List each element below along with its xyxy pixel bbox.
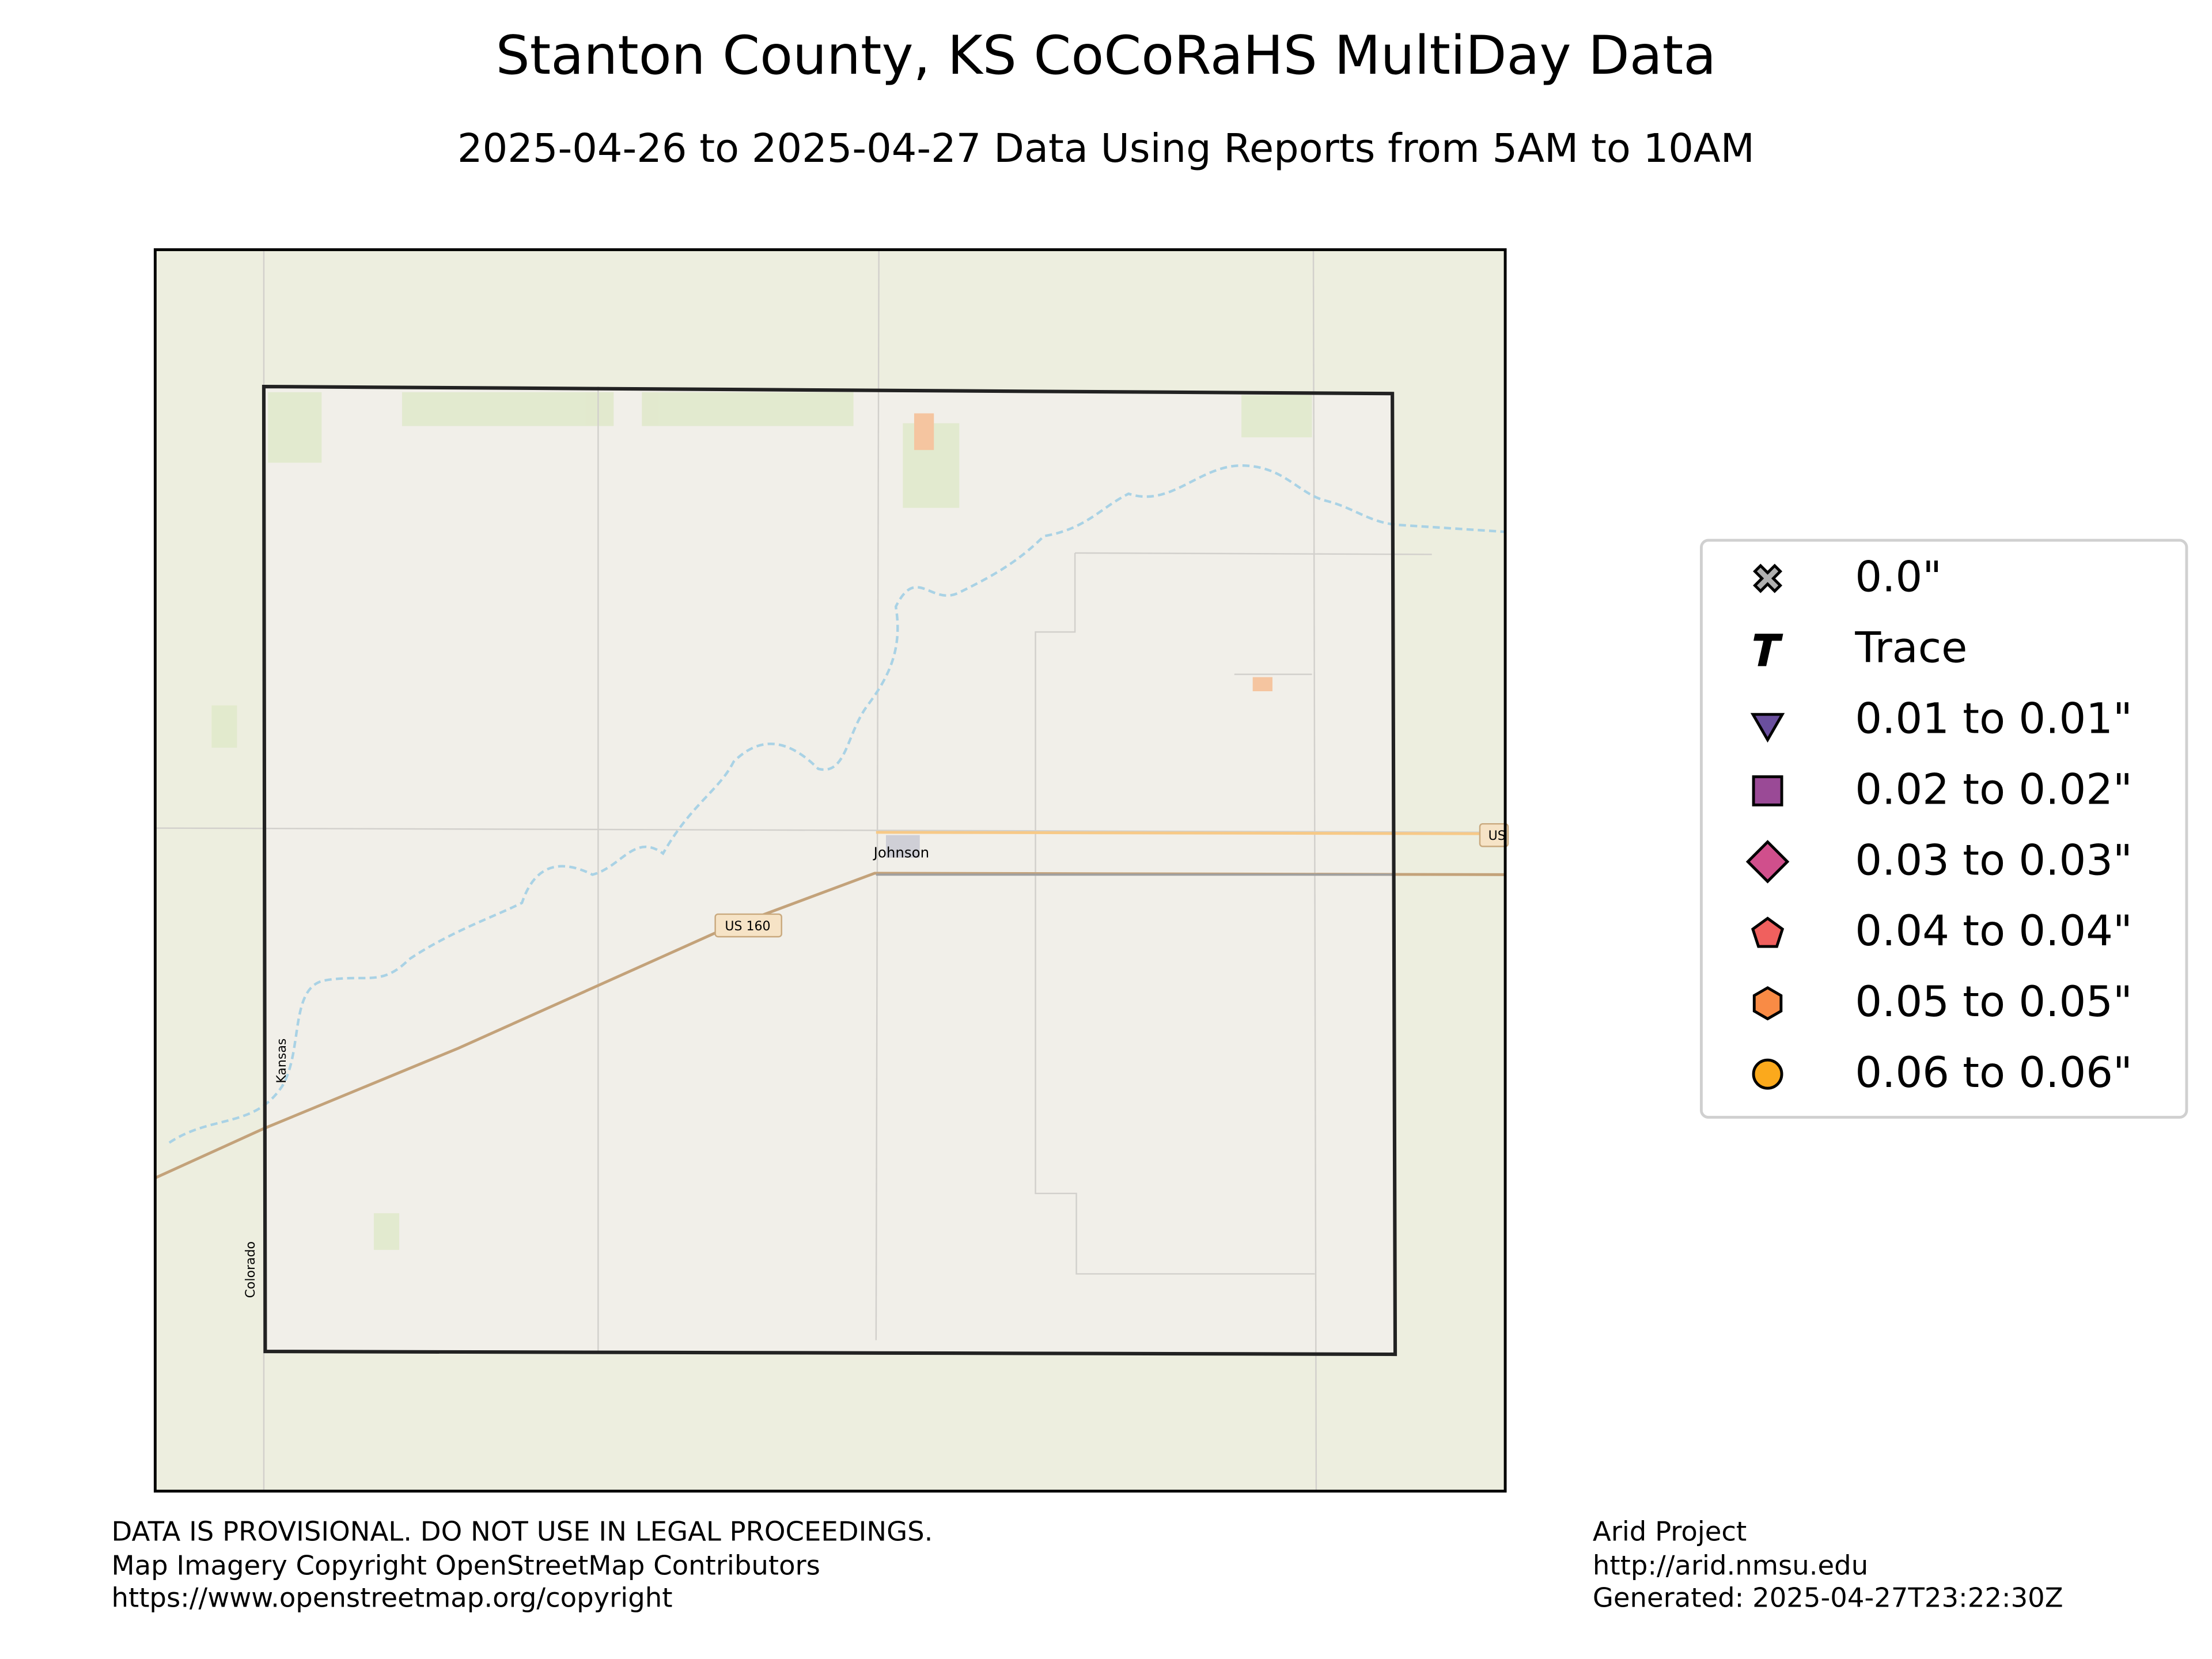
county-fill (263, 387, 1396, 1355)
legend-marker (1753, 634, 1783, 666)
title: Stanton County, KS CoCoRaHS MultiDay Dat… (496, 24, 1717, 86)
legend-label: 0.0" (1855, 553, 1942, 602)
legend-label: 0.03 to 0.03" (1855, 836, 2132, 885)
town-label: Johnson (873, 844, 929, 861)
state-label: Colorado (244, 1241, 258, 1298)
highway-shield (1479, 823, 1509, 847)
map: Johnson US 160 US Kansas Colorado (153, 248, 1509, 1493)
legend-label: 0.04 to 0.04" (1855, 907, 2132, 956)
state-label: Kansas (275, 1039, 289, 1084)
feature (1252, 677, 1272, 691)
footer-left: DATA IS PROVISIONAL. DO NOT USE IN LEGAL… (111, 1516, 933, 1547)
legend-label: Trace (1854, 623, 1967, 672)
footer-right: Arid Project (1593, 1516, 1747, 1547)
highway-shield (714, 913, 782, 938)
legend-marker (1753, 563, 1783, 593)
highway-us160 (154, 872, 1506, 1180)
vegetation (211, 392, 1312, 1250)
highway-label: US 160 (725, 919, 770, 934)
legend: 0.0" Trace 0.01 to 0.01" 0.02 to 0.02" 0.03 … (1745, 553, 2133, 1097)
subtitle: 2025-04-26 to 2025-04-27 Data Using Repo… (457, 126, 1755, 172)
legend-marker (1751, 916, 1785, 948)
legend-box (1700, 539, 2188, 1119)
highway-label-edge: US (1488, 829, 1506, 843)
legend-label: 0.01 to 0.01" (1855, 694, 2132, 743)
legend-marker (1745, 840, 1790, 884)
footer-left: Map Imagery Copyright OpenStreetMap Cont… (111, 1550, 820, 1581)
legend-marker (1752, 1058, 1783, 1090)
river (168, 464, 1506, 1144)
footer-right: Generated: 2025-04-27T23:22:30Z (1593, 1582, 2063, 1613)
legend-marker (1752, 986, 1783, 1021)
legend-label: 0.05 to 0.05" (1855, 978, 2132, 1027)
county-boundary (262, 384, 1397, 1357)
legend-marker (1752, 775, 1783, 806)
feature (914, 413, 934, 450)
footer-right: http://arid.nmsu.edu (1593, 1550, 1868, 1581)
legend-label: 0.02 to 0.02" (1855, 765, 2132, 814)
legend-marker (1750, 713, 1785, 743)
map-frame (153, 248, 1507, 1493)
footer: DATA IS PROVISIONAL. DO NOT USE IN LEGAL… (111, 1516, 2063, 1613)
footer-left: https://www.openstreetmap.org/copyright (111, 1582, 672, 1613)
town-area (885, 835, 920, 858)
road-highway-north (876, 831, 1506, 835)
legend-label: 0.06 to 0.06" (1855, 1048, 2132, 1097)
